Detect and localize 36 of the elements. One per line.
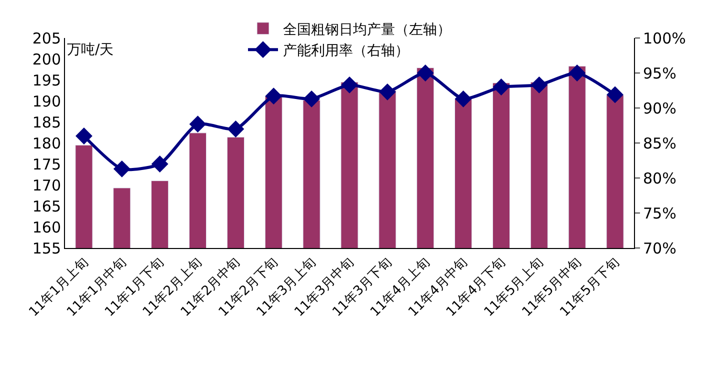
point: [189, 116, 206, 133]
y-tick-label: 185: [32, 113, 61, 132]
y-tick-label: 200: [32, 50, 61, 68]
y2-tick-label: 70%: [643, 239, 676, 258]
point: [113, 160, 130, 178]
y2-tick-label: 100%: [643, 29, 686, 48]
y-tick-label: 165: [32, 197, 61, 216]
point: [416, 64, 434, 82]
point: [454, 90, 472, 108]
point: [492, 78, 510, 96]
point: [303, 90, 320, 108]
y2-tick-label: 80%: [643, 169, 676, 188]
y-tick-label: 160: [32, 218, 61, 236]
point: [568, 64, 586, 82]
point: [76, 128, 92, 144]
point: [378, 83, 396, 100]
y-tick-label: 155: [32, 239, 61, 258]
y-tick-label: 175: [32, 155, 61, 174]
y-tick-label: 170: [32, 176, 61, 194]
legend-label: 产能利用率（右轴）: [283, 43, 409, 60]
y2-tick-label: 95%: [643, 64, 676, 82]
point: [227, 120, 244, 138]
point: [265, 88, 282, 105]
point: [530, 76, 548, 94]
annotation: 万吨/天: [67, 42, 114, 58]
legend-label: 全国粗钢日均产量（左轴）: [283, 22, 451, 38]
y-tick-label: 190: [32, 92, 61, 110]
y2-tick-label: 75%: [643, 204, 676, 222]
y-tick-label: 205: [32, 29, 61, 48]
point: [606, 86, 624, 104]
point: [151, 156, 168, 172]
y-tick-label: 195: [32, 71, 61, 90]
y-tick-label: 180: [32, 134, 61, 152]
y2-tick-label: 90%: [643, 99, 676, 118]
y2-tick-label: 85%: [643, 134, 676, 152]
point: [341, 76, 358, 94]
